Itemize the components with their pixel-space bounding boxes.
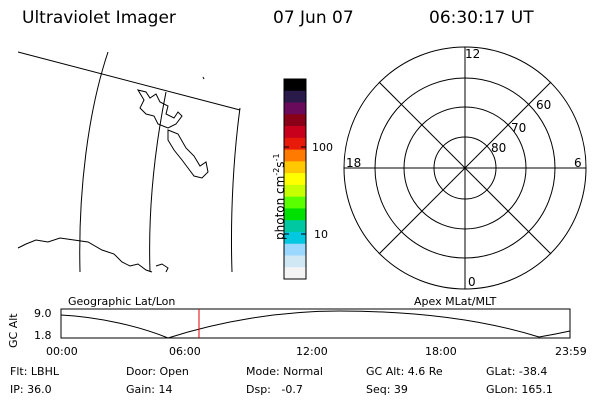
status-dsp: Dsp: -0.7 — [246, 383, 303, 396]
colorbar-cell — [284, 137, 306, 151]
status-glon: GLon: 165.1 — [486, 383, 553, 396]
colorbar-unit-label: photon cm-2s-1 — [272, 153, 287, 240]
colorbar-cell — [284, 79, 306, 92]
status-door: Door: Open — [126, 365, 189, 378]
colorbar-cell — [284, 90, 306, 104]
observation-date: 07 Jun 07 — [273, 8, 354, 28]
orbit-altitude-curve — [60, 310, 571, 339]
status-glat: GLat: -38.4 — [486, 365, 548, 378]
polar-label-lat80: 80 — [491, 141, 507, 155]
geographic-map — [17, 51, 241, 273]
polar-label-noon: 12 — [465, 47, 481, 61]
map-longitude-line — [230, 107, 241, 273]
colorbar-tick-100: 100 — [312, 141, 333, 154]
timeline-yaxis-title: GC Alt — [7, 313, 20, 348]
status-gain: Gain: 14 — [126, 383, 173, 396]
instrument-title: Ultraviolet Imager — [22, 8, 176, 28]
time-tick-1800: 18:00 — [425, 345, 457, 358]
colorbar-cell — [284, 243, 306, 256]
time-tick-1200: 12:00 — [296, 345, 328, 358]
polar-label-dawn: 6 — [574, 156, 582, 170]
observation-time: 06:30:17 UT — [429, 8, 534, 28]
timeline-y-max: 9.0 — [34, 307, 52, 320]
map-longitude-line — [79, 51, 109, 273]
polar-label-dusk: 18 — [346, 156, 362, 170]
colorbar-cell — [284, 161, 306, 174]
map-coastline — [17, 237, 153, 273]
polar-label-lat70: 70 — [511, 121, 527, 135]
map-latitude-line — [17, 51, 241, 111]
colorbar-cell — [284, 267, 306, 280]
timeline-y-min: 1.8 — [34, 329, 52, 342]
time-tick-2359: 23:59 — [555, 345, 587, 358]
colorbar-cell — [284, 149, 306, 162]
polar-label-lat60: 60 — [536, 98, 552, 112]
colorbar-cell — [284, 208, 306, 221]
orbit-altitude-timeline — [60, 308, 571, 339]
unit-photon-cm: photon cm — [273, 175, 287, 240]
unit-exp-cm: -2 — [272, 167, 281, 176]
status-ip: IP: 36.0 — [10, 383, 52, 396]
timeline-left-caption: Geographic Lat/Lon — [68, 295, 176, 308]
color-scale-bar — [283, 78, 307, 280]
polar-mlat-mlt-plot — [343, 46, 587, 290]
status-mode: Mode: Normal — [246, 365, 323, 378]
unit-s: s — [273, 161, 287, 168]
status-flt: Flt: LBHL — [10, 365, 59, 378]
colorbar-tick-10: 10 — [314, 228, 328, 241]
map-coastline — [202, 76, 205, 80]
colorbar-cell — [284, 231, 306, 245]
colorbar-cell — [284, 220, 306, 233]
colorbar-cell — [284, 196, 306, 209]
status-gc-alt: GC Alt: 4.6 Re — [366, 365, 443, 378]
time-tick-0600: 06:00 — [169, 345, 201, 358]
colorbar-cell — [284, 114, 306, 127]
colorbar-cell — [284, 184, 306, 198]
map-coastline — [136, 89, 183, 129]
colorbar-cell — [284, 255, 306, 268]
colorbar-cell — [284, 102, 306, 115]
map-coastline — [155, 263, 169, 273]
status-seq: Seq: 39 — [366, 383, 408, 396]
unit-exp-s: -1 — [272, 153, 281, 162]
colorbar-cell — [284, 173, 306, 186]
timeline-yaxis-title-text: GC Alt — [7, 313, 20, 348]
time-tick-0000: 00:00 — [46, 345, 78, 358]
colorbar-cell — [284, 126, 306, 139]
map-longitude-line — [149, 91, 167, 273]
polar-diagonal — [378, 81, 552, 255]
timeline-right-caption: Apex MLat/MLT — [414, 295, 497, 308]
map-coastline — [167, 129, 209, 179]
polar-label-midnight: 0 — [468, 275, 476, 289]
